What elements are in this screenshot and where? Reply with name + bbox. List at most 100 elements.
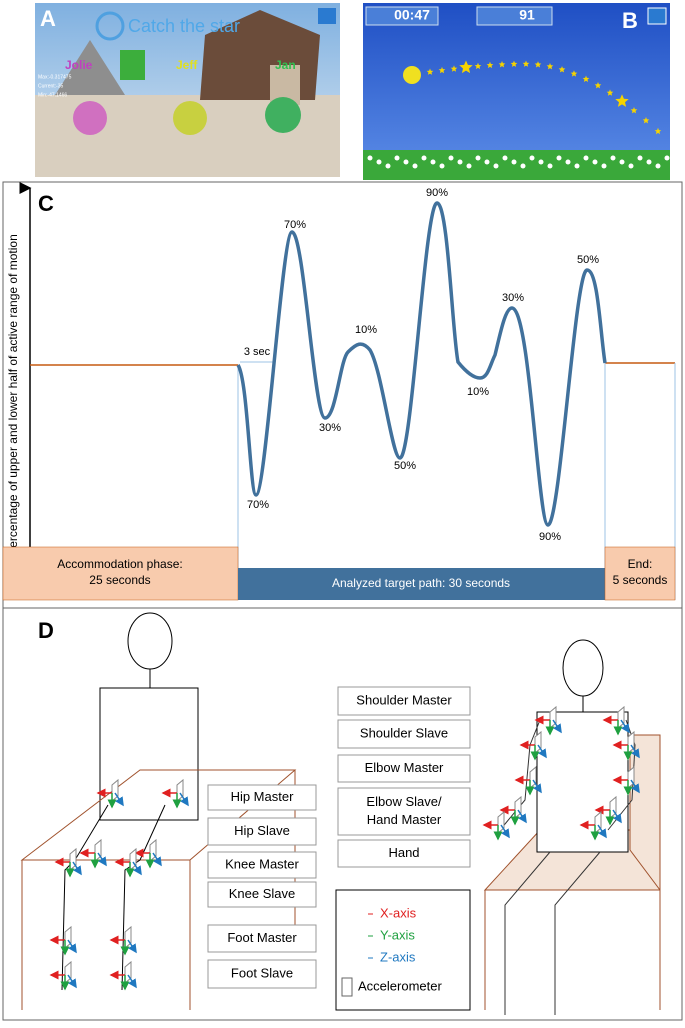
peak-label: 50% bbox=[577, 254, 599, 266]
leg bbox=[61, 804, 109, 991]
peak-label: 30% bbox=[319, 422, 341, 434]
phase-box bbox=[2, 546, 239, 601]
flower bbox=[556, 155, 562, 161]
leg bbox=[121, 804, 166, 991]
head bbox=[127, 612, 173, 670]
sensor-label: Hip Slave bbox=[234, 823, 290, 838]
sensor-box bbox=[337, 839, 471, 868]
peak-label: 50% bbox=[394, 460, 416, 472]
z-arrow bbox=[97, 852, 107, 867]
star bbox=[438, 66, 446, 74]
owl bbox=[73, 101, 107, 135]
z-arrow bbox=[127, 974, 137, 989]
grass bbox=[363, 150, 670, 180]
peak-label: 90% bbox=[426, 187, 448, 199]
flower bbox=[583, 155, 589, 161]
accelerometer bbox=[124, 960, 132, 985]
bird bbox=[403, 66, 421, 84]
flower bbox=[403, 159, 409, 165]
accelerometer bbox=[149, 838, 157, 863]
accelerometer bbox=[124, 925, 132, 950]
panel-label: D bbox=[38, 618, 54, 643]
flower bbox=[655, 163, 661, 169]
flower bbox=[646, 159, 652, 165]
flower bbox=[502, 155, 508, 161]
panel-a: Catch the star A Jolie Jeff Jan Max:-0.3… bbox=[35, 3, 340, 177]
frame bbox=[2, 181, 683, 1021]
bench bbox=[20, 769, 297, 861]
flower bbox=[565, 159, 571, 165]
peak-label: 90% bbox=[539, 531, 561, 543]
panel-label: B bbox=[622, 8, 638, 33]
star bbox=[642, 117, 650, 124]
flower bbox=[664, 155, 670, 161]
flower bbox=[610, 155, 616, 161]
star bbox=[426, 68, 434, 75]
star bbox=[654, 127, 662, 135]
arm bbox=[499, 719, 541, 831]
sensor-box bbox=[207, 784, 317, 811]
flower bbox=[430, 159, 436, 165]
star bbox=[570, 70, 578, 77]
sensor-label: Foot Master bbox=[227, 930, 297, 945]
accelerometer bbox=[497, 810, 505, 835]
exit-button[interactable] bbox=[318, 8, 336, 24]
z-arrow bbox=[132, 861, 142, 876]
star bbox=[510, 60, 518, 67]
z-arrow bbox=[517, 809, 527, 824]
y-axis-label: Percentage of upper and lower half of ac… bbox=[6, 234, 20, 556]
star bbox=[459, 60, 473, 74]
timer: 00:47 bbox=[394, 7, 430, 23]
score-box bbox=[476, 6, 553, 26]
accelerometer bbox=[529, 765, 537, 790]
stat: Min:-47.1466 bbox=[38, 92, 67, 98]
leg bbox=[504, 851, 551, 1015]
sensor-label: Elbow Slave/ bbox=[366, 794, 442, 809]
star bbox=[522, 60, 530, 67]
owl bbox=[265, 97, 301, 133]
legend-axis: X-axis bbox=[380, 905, 417, 920]
sensor-box bbox=[207, 959, 317, 989]
accelerometer-symbol bbox=[341, 977, 353, 997]
exit-button[interactable] bbox=[647, 7, 667, 25]
flower bbox=[520, 163, 526, 169]
accelerometer bbox=[514, 795, 522, 820]
z-arrow bbox=[127, 939, 137, 954]
sensor-label: Hip Master bbox=[231, 789, 295, 804]
star bbox=[615, 94, 629, 107]
flower bbox=[448, 155, 454, 161]
accelerometer bbox=[69, 847, 77, 872]
z-arrow bbox=[532, 779, 542, 794]
legend-axis: Y-axis bbox=[380, 927, 415, 942]
accelerometer bbox=[64, 925, 72, 950]
legend-box bbox=[335, 889, 471, 1011]
peak-label: 70% bbox=[284, 219, 306, 231]
flower bbox=[475, 155, 481, 161]
game-title: Catch the star bbox=[128, 16, 240, 36]
sensor-label: Elbow Master bbox=[365, 760, 444, 775]
sensor-box bbox=[337, 719, 471, 749]
flower bbox=[466, 163, 472, 169]
player-name: Jolie bbox=[65, 58, 93, 72]
flower bbox=[601, 163, 607, 169]
star bbox=[486, 61, 494, 69]
z-arrow bbox=[114, 792, 124, 807]
flower bbox=[367, 155, 373, 161]
flower bbox=[529, 155, 535, 161]
phase-label: 25 seconds bbox=[89, 573, 150, 587]
z-arrow bbox=[620, 719, 630, 734]
accelerometer bbox=[64, 960, 72, 985]
panel-label: C bbox=[38, 191, 54, 216]
flower bbox=[439, 163, 445, 169]
flower bbox=[421, 155, 427, 161]
flower bbox=[394, 155, 400, 161]
phase-label: 5 seconds bbox=[613, 573, 668, 587]
stat: Current:-35 bbox=[38, 83, 64, 89]
sensor-label: Knee Slave bbox=[229, 886, 296, 901]
legend-accelerometer: Accelerometer bbox=[358, 978, 442, 993]
accelerometer bbox=[176, 778, 184, 803]
target-path bbox=[236, 201, 607, 527]
z-arrow bbox=[152, 852, 162, 867]
z-arrow bbox=[630, 744, 640, 759]
